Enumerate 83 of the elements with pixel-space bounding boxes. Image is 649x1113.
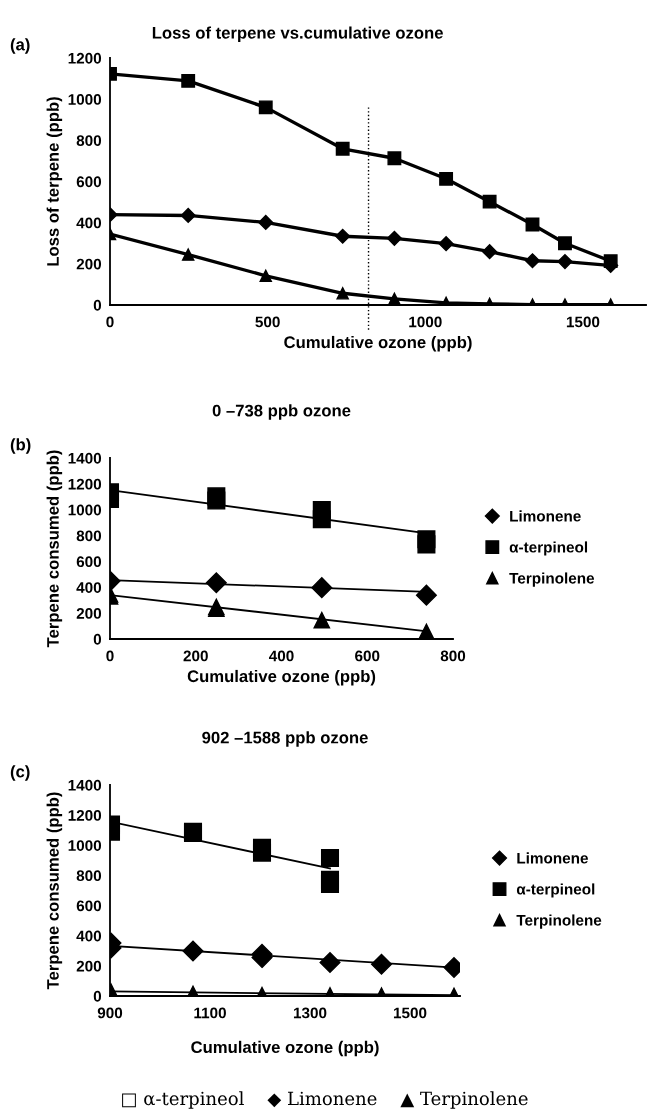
point [258, 100, 273, 115]
y-tick-label: 800 [76, 135, 102, 147]
text: (b) [10, 438, 31, 454]
text: (c) [10, 765, 30, 781]
point [320, 874, 340, 894]
y-tick-label: 1200 [68, 52, 102, 64]
point [313, 611, 331, 629]
y-tick-label: 0 [93, 633, 102, 645]
point [417, 535, 436, 554]
point [558, 236, 572, 251]
y-tick-label: 1000 [68, 94, 102, 105]
point [180, 207, 196, 224]
point [370, 953, 393, 975]
x-tick-label: 1100 [194, 1007, 226, 1019]
point [482, 194, 497, 209]
y-tick-label: 600 [76, 556, 102, 568]
point [312, 510, 331, 529]
point [335, 141, 350, 156]
point [181, 248, 195, 261]
point [336, 287, 349, 300]
point [181, 73, 196, 88]
point [439, 171, 454, 186]
y-tick-label: 200 [76, 960, 102, 972]
legend-label: α-terpineol [516, 883, 595, 898]
x-tick-label: 1300 [293, 1007, 327, 1019]
x-tick-label: 0 [106, 650, 114, 662]
legend-label: Limonene [517, 852, 588, 864]
y-tick-label: 800 [76, 530, 102, 542]
x-tick-label: 800 [440, 650, 466, 662]
point [335, 228, 351, 244]
point [252, 843, 272, 862]
x-tick-label: 900 [97, 1007, 123, 1019]
y-tick-label: 1200 [68, 478, 102, 490]
x-axis-title: Cumulative ozone (ppb) [284, 335, 472, 352]
x-tick-label: 1500 [566, 316, 600, 328]
y-tick-label: 1200 [68, 810, 102, 821]
y-tick-label: 0 [93, 299, 102, 311]
point [259, 269, 273, 283]
point [438, 236, 454, 252]
y-axis-title: Terpene consumed (ppb) [46, 450, 63, 648]
point [320, 849, 340, 868]
y-tick-label: 1400 [68, 452, 102, 464]
legend-label: α-terpineol [509, 541, 588, 556]
y-tick-label: 0 [93, 990, 102, 1002]
y-tick-label: 400 [76, 930, 102, 942]
x-axis-title: Cumulative ozone (ppb) [191, 1040, 379, 1057]
point [319, 952, 341, 974]
y-axis-title: Terpene consumed (ppb) [46, 792, 63, 990]
y-tick-label: 200 [76, 258, 102, 270]
y-tick-label: 800 [76, 870, 102, 882]
x-tick-label: 1000 [409, 316, 442, 328]
chart-title: Loss of terpene vs.cumulative ozone [152, 26, 443, 43]
y-tick-label: 600 [76, 900, 102, 912]
text: □ α-terpineol ◆ Limonene ▲ Terpinolene [122, 1091, 528, 1109]
point [387, 151, 402, 166]
y-tick-label: 400 [76, 217, 102, 229]
point [557, 253, 573, 270]
text: (a) [10, 38, 30, 54]
legend-label: Terpinolene [509, 572, 595, 587]
y-tick-label: 1000 [68, 504, 102, 516]
x-tick-label: 200 [183, 650, 208, 662]
legend-label: Limonene [510, 510, 581, 522]
x-tick-label: 1500 [393, 1007, 427, 1019]
point [482, 244, 498, 260]
chart-title: 902 –1588 ppb ozone [202, 731, 368, 747]
point [386, 230, 402, 246]
y-tick-label: 1000 [68, 840, 102, 851]
y-tick-label: 1400 [68, 779, 102, 791]
x-tick-label: 400 [268, 650, 294, 662]
x-tick-label: 500 [255, 316, 280, 328]
x-tick-label: 600 [355, 650, 380, 662]
x-tick-label: 0 [106, 316, 114, 328]
point [258, 214, 274, 231]
y-tick-label: 200 [76, 608, 102, 619]
point [524, 253, 541, 269]
chart-title: 0 –738 ppb ozone [212, 404, 351, 420]
point [415, 584, 437, 606]
y-tick-label: 600 [76, 176, 102, 188]
y-tick-label: 400 [76, 582, 102, 593]
legend-label: Terpinolene [516, 914, 602, 929]
x-axis-title: Cumulative ozone (ppb) [187, 669, 376, 686]
y-axis-title: Loss of terpene (ppb) [46, 97, 63, 266]
point [388, 292, 401, 305]
